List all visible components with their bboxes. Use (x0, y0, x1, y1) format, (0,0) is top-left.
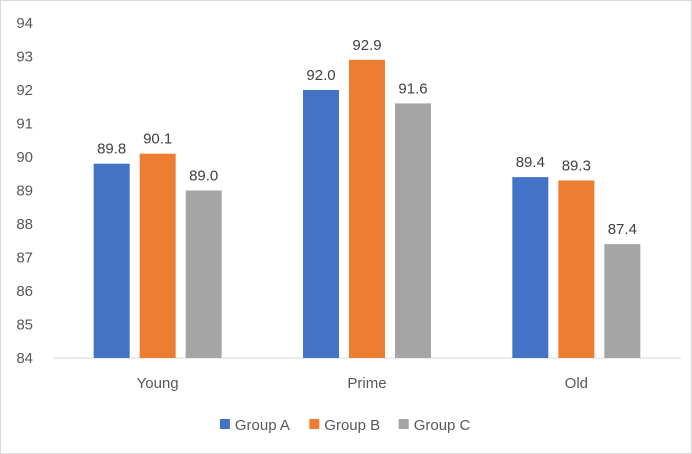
bar-group-c-prime (395, 103, 431, 359)
legend-swatch (398, 419, 409, 429)
y-tick-label: 88 (16, 216, 33, 233)
legend: Group A Group B Group C (219, 417, 471, 434)
legend-label: Group A (235, 417, 290, 434)
data-label: 91.6 (398, 80, 427, 97)
data-label: 92.0 (306, 67, 335, 84)
bar-group-c-young (185, 190, 222, 358)
legend-label: Group B (324, 417, 380, 434)
bar-group-b-young (139, 153, 176, 358)
bar-group-b-prime (349, 59, 385, 358)
x-category-label: Young (137, 375, 179, 392)
data-label: 89.0 (189, 168, 218, 185)
legend-label: Group C (414, 417, 471, 434)
data-label: 87.4 (608, 221, 637, 238)
y-tick-label: 94 (16, 15, 33, 32)
y-tick-label: 85 (16, 317, 33, 334)
y-tick-label: 87 (16, 250, 33, 267)
legend-swatch (309, 419, 320, 429)
bar-group-a-young (93, 163, 130, 358)
data-label: 89.4 (516, 154, 545, 171)
y-tick-label: 84 (16, 350, 33, 367)
data-label: 92.9 (352, 37, 381, 54)
data-label: 89.8 (97, 141, 126, 158)
bar-group-a-prime (303, 90, 339, 358)
bar-group-c-old (604, 244, 641, 358)
bar-group-a-old (512, 177, 549, 358)
bar-group-b-old (558, 180, 595, 358)
legend-swatch (219, 419, 230, 429)
data-label: 90.1 (143, 131, 172, 148)
y-tick-label: 89 (16, 183, 33, 200)
y-tick-label: 86 (16, 283, 33, 300)
x-category-label: Prime (347, 375, 386, 392)
y-tick-label: 90 (16, 149, 33, 166)
data-label: 89.3 (562, 157, 591, 174)
y-tick-label: 93 (16, 49, 33, 66)
y-tick-label: 91 (16, 116, 33, 133)
y-tick-label: 92 (16, 82, 33, 99)
x-category-label: Old (565, 375, 588, 392)
